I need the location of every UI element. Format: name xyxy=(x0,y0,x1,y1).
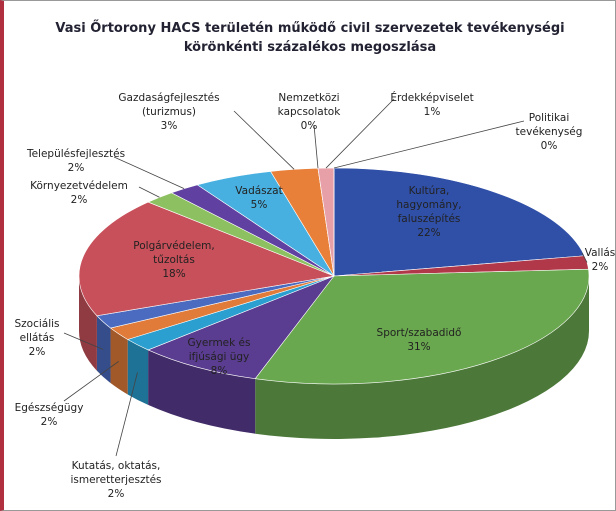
value-label: 0% xyxy=(540,140,558,152)
slice-side xyxy=(110,328,128,395)
slice-side xyxy=(148,349,256,434)
value-label: 0% xyxy=(300,120,318,132)
leader-line xyxy=(313,124,319,169)
leader-line xyxy=(63,332,104,350)
slice-label: Szociális ellátás 2% xyxy=(14,317,59,359)
value-label: 22% xyxy=(417,227,441,239)
slice xyxy=(254,268,590,385)
category-label: Gyermek és ifjúsági ügy xyxy=(187,337,251,363)
slice-label: Polgárvédelem, tűzoltás 18% xyxy=(133,239,214,281)
value-label: 8% xyxy=(210,365,228,377)
category-label: Érdekképviselet xyxy=(390,92,474,104)
category-label: Környezetvédelem xyxy=(30,180,128,192)
slice xyxy=(333,167,585,277)
value-label: 2% xyxy=(70,194,88,206)
slice-label: Sport/szabadidő 31% xyxy=(377,326,462,354)
leader-line xyxy=(325,98,395,169)
leader-line xyxy=(333,120,525,169)
category-label: Polgárvédelem, tűzoltás xyxy=(133,240,215,266)
slice-label: Környezetvédelem 2% xyxy=(30,179,128,207)
slice-label: Településfejlesztés 2% xyxy=(27,147,125,175)
leader-line xyxy=(138,186,160,198)
value-label: 5% xyxy=(250,199,268,211)
leader-line xyxy=(115,372,138,457)
category-label: Sport/szabadidő xyxy=(376,327,462,339)
slice-label: Érdekképviselet 1% xyxy=(390,91,473,119)
value-label: 2% xyxy=(591,261,609,273)
slice xyxy=(147,275,335,380)
slice-label: Kutatás, oktatás, ismeretterjesztés 2% xyxy=(70,459,161,501)
slice-label: Nemzetközi kapcsolatok 0% xyxy=(278,91,341,133)
slice-side xyxy=(127,339,149,405)
category-label: Egészségügy xyxy=(14,402,84,414)
pie-plot xyxy=(63,98,590,457)
value-label: 2% xyxy=(40,416,58,428)
leader-line xyxy=(113,156,185,189)
category-label: Településfejlesztés xyxy=(26,148,126,160)
category-label: Nemzetközi kapcsolatok xyxy=(277,92,341,118)
chart-title: Vasi Őrtorony HACS területén működő civi… xyxy=(55,21,565,55)
slice-side xyxy=(96,315,111,384)
value-label: 2% xyxy=(28,346,46,358)
category-label: Szociális ellátás xyxy=(14,318,60,344)
value-label: 2% xyxy=(107,488,125,500)
slice-side xyxy=(255,276,589,440)
leader-line xyxy=(233,110,295,170)
slice-label: Gazdaságfejlesztés (turizmus) 3% xyxy=(118,91,219,133)
value-label: 3% xyxy=(160,120,178,132)
slice-label: Egészségügy 2% xyxy=(15,401,84,429)
slice xyxy=(78,201,336,317)
category-label: Vadászat xyxy=(235,185,283,197)
leader-line xyxy=(581,252,588,263)
value-label: 31% xyxy=(407,341,431,353)
value-label: 2% xyxy=(67,162,85,174)
slice-label: Kultúra, hagyomány, faluszépítés 22% xyxy=(396,184,461,240)
slice-label: Politikai tevékenység 0% xyxy=(516,111,583,153)
category-label: Vallás xyxy=(584,247,616,259)
value-label: 18% xyxy=(162,268,186,280)
slice-label: Vadászat 5% xyxy=(235,184,282,212)
category-label: Kultúra, hagyomány, faluszépítés xyxy=(396,185,462,225)
category-label: Gazdaságfejlesztés (turizmus) xyxy=(118,92,220,118)
category-label: Kutatás, oktatás, ismeretterjesztés xyxy=(70,460,162,486)
value-label: 1% xyxy=(423,106,441,118)
slice-label: Gyermek és ifjúsági ügy 8% xyxy=(188,336,251,378)
leader-line xyxy=(63,361,119,402)
slice-side xyxy=(79,276,97,371)
slice-label: Vallás 2% xyxy=(584,246,616,274)
category-label: Politikai tevékenység xyxy=(515,112,583,138)
